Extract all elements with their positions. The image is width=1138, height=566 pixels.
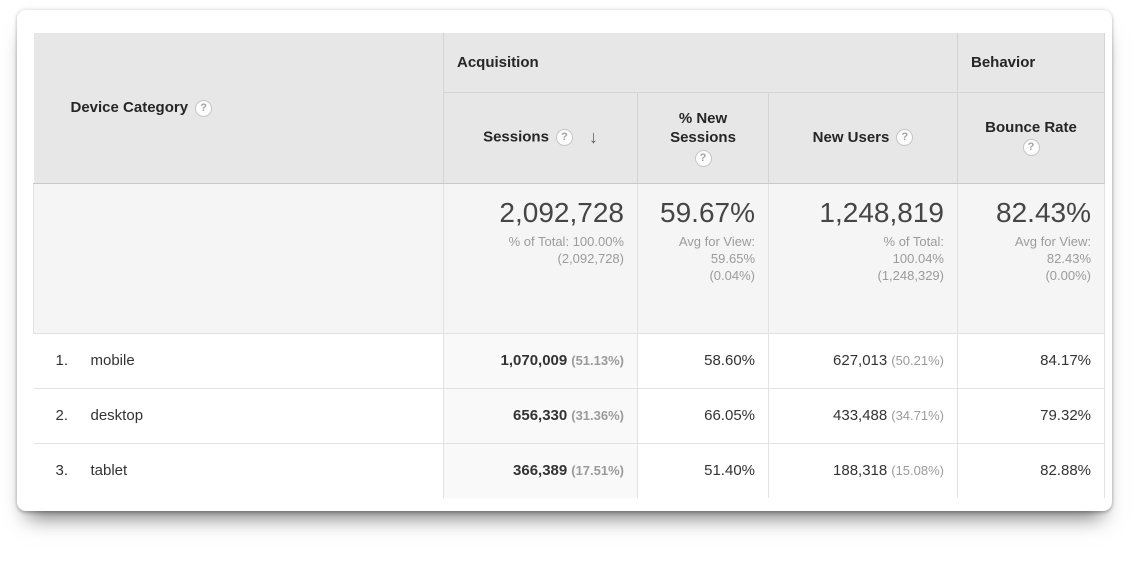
table-row-tablet: 3. tablet 366,389 (17.51%) 51.40% 188,318(… — [33, 443, 1105, 498]
sessions-percent: (17.51%) — [571, 463, 624, 479]
column-header-sessions[interactable]: Sessions? ↓ — [443, 92, 638, 184]
totals-new-users-subtext3: (1,248,329) — [877, 267, 945, 283]
column-header-row: Sessions? ↓ % New Sessions ? New Users? B… — [34, 92, 1105, 184]
help-icon-device-category[interactable]: ? — [195, 99, 213, 117]
help-icon-bounce-rate[interactable]: ? — [1022, 139, 1040, 156]
totals-bounce-rate-subtext: Avg for View: — [1014, 233, 1091, 249]
totals-sessions-cell: 2,092,728 % of Total: 100.00% (2,092,728… — [443, 183, 638, 334]
column-header-new-users[interactable]: New Users? — [768, 92, 958, 184]
behavior-label: Behavior — [971, 53, 1036, 71]
row-index: 1. — [55, 352, 69, 369]
group-header-behavior: Behavior — [957, 33, 1105, 93]
new-users-percent: (34.71%) — [891, 408, 944, 423]
table-row-desktop: 2. desktop 656,330 (31.36%) 66.05% 433,488… — [33, 388, 1105, 444]
table-row-mobile: 1. mobile 1,070,009 (51.13%) 58.60% 627,01… — [33, 333, 1105, 389]
totals-bounce-rate-value: 82.43% — [996, 196, 1091, 228]
help-icon-sessions[interactable]: ? — [555, 129, 573, 146]
sessions-cell: 656,330 (31.36%) — [443, 388, 638, 444]
group-header-acquisition: Acquisition — [443, 33, 958, 93]
sessions-percent: (51.13%) — [571, 353, 624, 368]
new-users-value: 433,488 — [833, 407, 888, 424]
totals-bounce-rate-subtext2: 82.43% — [1046, 250, 1091, 266]
pct-new-sessions-cell: 51.40% — [637, 443, 769, 498]
new-users-cell: 627,013 (50.21%) — [768, 333, 958, 389]
pct-new-sessions-cell: 58.60% — [637, 333, 769, 389]
totals-new-users-value: 1,248,819 — [819, 196, 944, 228]
totals-row: 2,092,728 % of Total: 100.00% (2,092,728… — [33, 183, 1105, 334]
new-users-cell: 188,318 (15.08%) — [768, 443, 958, 498]
pct-new-sessions-line2: Sessions — [670, 128, 736, 146]
totals-new-users-subtext2: 100.04% — [892, 250, 944, 266]
column-header-bounce-rate[interactable]: Bounce Rate ? — [957, 92, 1105, 184]
totals-pct-new-sessions-subtext: Avg for View: — [678, 233, 755, 249]
sessions-label: Sessions — [483, 128, 549, 146]
device-label: mobile — [90, 352, 135, 369]
sessions-percent: (31.36%) — [571, 408, 624, 423]
totals-dimension-cell — [33, 183, 444, 334]
new-users-percent: (50.21%) — [891, 353, 944, 368]
totals-new-users-subtext: % of Total: — [883, 233, 944, 249]
row-index: 2. — [55, 407, 69, 424]
totals-sessions-subtext2: (2,092,728) — [557, 250, 625, 266]
sessions-value: 656,330 — [513, 407, 568, 424]
bounce-rate-cell: 82.88% — [957, 443, 1105, 498]
new-users-value: 627,013 — [833, 352, 888, 369]
new-users-percent: (15.08%) — [891, 463, 944, 479]
row-index: 3. — [55, 462, 69, 480]
totals-bounce-rate-cell: 82.43% Avg for View: 82.43% (0.00%) — [957, 183, 1105, 334]
totals-bounce-rate-subtext3: (0.00%) — [1045, 267, 1091, 283]
dimension-cell: 3. tablet — [33, 443, 444, 498]
sessions-value: 366,389 — [513, 462, 568, 480]
pct-new-sessions-line1: % New — [678, 109, 728, 127]
totals-pct-new-sessions-subtext2: 59.65% — [710, 250, 755, 266]
sessions-cell: 366,389 (17.51%) — [443, 443, 638, 498]
analytics-report-card: Device Category? Acquisition Behavior Se… — [17, 10, 1112, 511]
group-header-row: Device Category? Acquisition Behavior — [33, 33, 1105, 184]
bounce-rate-cell: 79.32% — [957, 388, 1105, 444]
bounce-rate-cell: 84.17% — [957, 333, 1105, 389]
dimension-cell: 1. mobile — [33, 333, 444, 389]
pct-new-sessions-label: % New Sessions — [638, 109, 768, 147]
sessions-value: 1,070,009 — [500, 352, 568, 369]
totals-sessions-subtext: % of Total: 100.00% — [508, 233, 624, 249]
totals-new-users-cell: 1,248,819 % of Total: 100.04% (1,248,329… — [768, 183, 958, 334]
acquisition-label: Acquisition — [457, 53, 539, 71]
dimension-cell: 2. desktop — [33, 388, 444, 444]
sessions-cell: 1,070,009 (51.13%) — [443, 333, 638, 389]
column-header-pct-new-sessions[interactable]: % New Sessions ? — [637, 92, 769, 184]
totals-sessions-value: 2,092,728 — [499, 196, 624, 228]
sort-descending-icon[interactable]: ↓ — [588, 127, 598, 147]
bounce-rate-label: Bounce Rate — [985, 119, 1077, 136]
device-label: desktop — [90, 407, 144, 424]
totals-pct-new-sessions-value: 59.67% — [660, 196, 755, 228]
new-users-value: 188,318 — [833, 462, 888, 480]
new-users-cell: 433,488 (34.71%) — [768, 388, 958, 444]
column-header-device-category[interactable]: Device Category? — [33, 33, 444, 184]
pct-new-sessions-cell: 66.05% — [637, 388, 769, 444]
totals-pct-new-sessions-cell: 59.67% Avg for View: 59.65% (0.04%) — [637, 183, 769, 334]
device-label: tablet — [90, 462, 128, 480]
totals-pct-new-sessions-subtext3: (0.04%) — [709, 267, 755, 283]
device-category-table: Device Category? Acquisition Behavior Se… — [33, 33, 1105, 498]
new-users-label: New Users — [812, 128, 890, 146]
help-icon-pct-new-sessions[interactable]: ? — [694, 149, 712, 167]
help-icon-new-users[interactable]: ? — [896, 129, 914, 147]
device-category-label: Device Category — [70, 98, 189, 116]
